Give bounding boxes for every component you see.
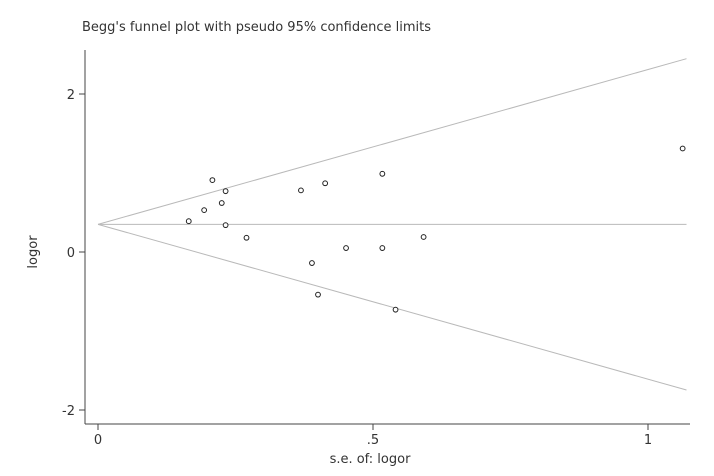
study-point [185, 218, 192, 225]
upper-confidence-limit [97, 58, 687, 225]
study-point [222, 222, 229, 229]
x-tick-label: 1 [644, 433, 652, 448]
x-axis-title: s.e. of: logor [330, 452, 412, 467]
study-point [222, 188, 229, 195]
study-point [209, 177, 216, 184]
study-point [379, 170, 386, 177]
y-tick-label: -2 [62, 404, 75, 419]
study-point [379, 245, 386, 251]
chart-title: Begg's funnel plot with pseudo 95% confi… [82, 20, 431, 35]
study-point [420, 234, 427, 240]
plot-area: 2 0 -2 0 .5 1 [62, 50, 690, 448]
study-point [309, 260, 315, 266]
study-point [243, 234, 250, 241]
study-point [679, 145, 686, 152]
x-tick-label: .5 [367, 433, 379, 448]
study-point [298, 187, 304, 194]
study-point [315, 291, 321, 298]
y-axis-title: logor [26, 235, 41, 269]
study-point [201, 207, 208, 214]
lower-confidence-limit [97, 223, 687, 391]
y-tick-label: 0 [67, 246, 75, 261]
study-point [392, 306, 399, 313]
y-tick-label: 2 [67, 88, 75, 103]
study-point [322, 180, 329, 187]
study-point [343, 245, 349, 251]
x-tick-label: 0 [94, 433, 102, 448]
study-point [218, 200, 225, 206]
